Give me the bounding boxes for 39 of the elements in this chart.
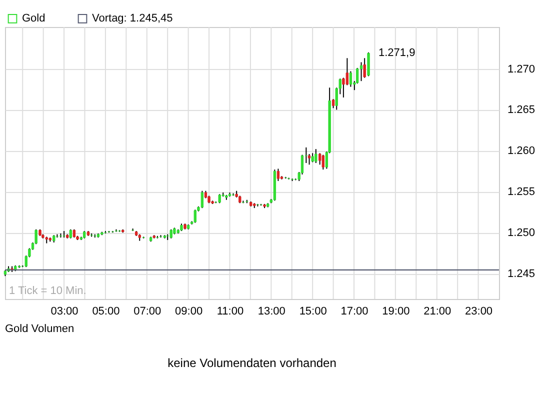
- text: keine Volumendaten vorhanden: [168, 356, 336, 370]
- y-tick-label: 1.245: [508, 268, 536, 280]
- candlestick: [194, 209, 196, 224]
- candlestick: [314, 148, 318, 164]
- candlestick: [363, 58, 366, 78]
- candlestick: [311, 152, 314, 163]
- y-tick-label: 1.255: [508, 186, 536, 198]
- candlestick: [200, 190, 204, 209]
- x-tick-label: 15:00: [299, 306, 327, 318]
- y-tick-label: 1.270: [508, 63, 536, 76]
- x-tick-label: 23:00: [465, 306, 493, 318]
- y-tick-label: 1.260: [508, 145, 536, 158]
- candlestick: [322, 154, 324, 170]
- x-tick-label: 05:00: [92, 306, 120, 318]
- x-tick-label: 03:00: [50, 306, 78, 318]
- candlestick: [170, 228, 172, 239]
- annotation: 1 Tick = 10 Min.: [9, 285, 86, 297]
- candlestick: [349, 70, 352, 88]
- candlestick: [276, 168, 280, 182]
- legend-label: Vortag: 1.245,45: [92, 12, 173, 25]
- candlestick: [318, 152, 322, 166]
- x-tick-label: 17:00: [340, 306, 368, 318]
- x-tick-label: 19:00: [382, 306, 410, 318]
- legend-label: Gold: [22, 12, 46, 25]
- y-tick-label: 1.250: [508, 227, 536, 240]
- candlestick: [367, 52, 370, 77]
- x-tick-label: 13:00: [258, 306, 286, 318]
- text: Gold Volumen: [5, 323, 74, 335]
- candlestick: [332, 98, 335, 109]
- x-tick-label: 21:00: [424, 306, 452, 318]
- x-tick-label: 11:00: [216, 306, 244, 318]
- candlestick: [346, 58, 349, 86]
- candlestick: [360, 62, 363, 82]
- y-tick-label: 1.265: [508, 104, 536, 116]
- annotation: 1.271,9: [378, 47, 416, 60]
- candlestick: [69, 228, 72, 239]
- x-tick-label: 09:00: [175, 306, 203, 318]
- candlestick: [218, 194, 221, 204]
- x-tick-label: 07:00: [134, 306, 162, 318]
